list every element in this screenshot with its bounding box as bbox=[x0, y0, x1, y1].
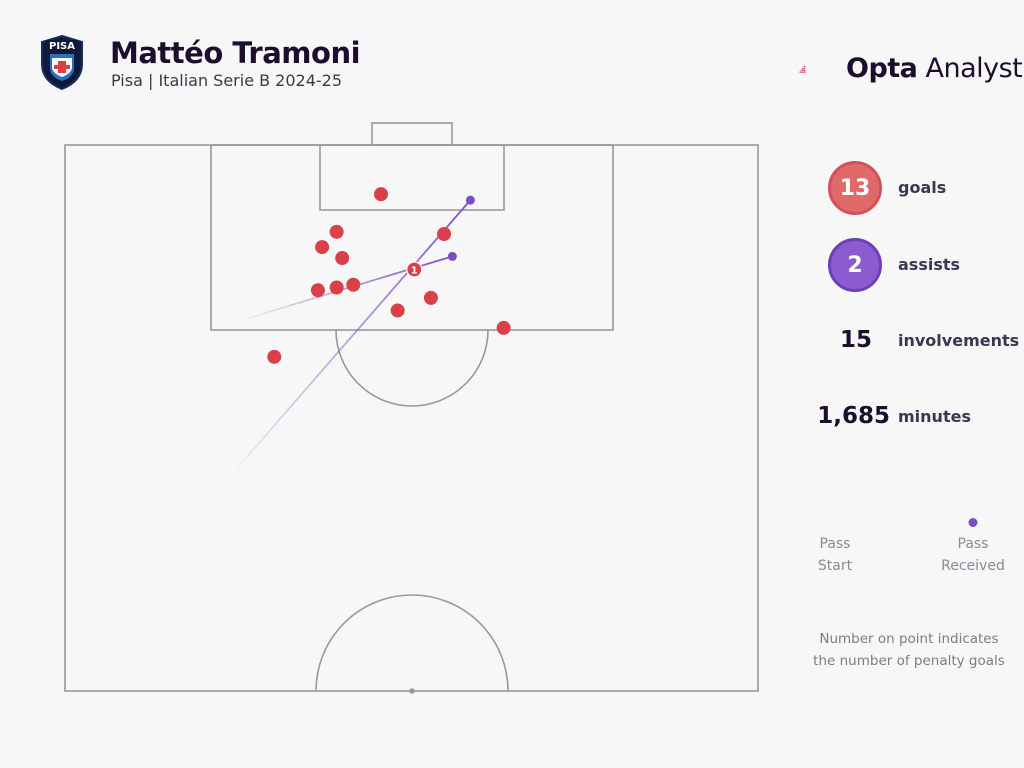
legend-end-line2: Received bbox=[941, 558, 1005, 574]
note-line2: the number of penalty goals bbox=[813, 653, 1005, 669]
assist-pass-line bbox=[236, 199, 472, 469]
assists-label: assists bbox=[898, 255, 961, 274]
legend-pass-received: Pass Received bbox=[933, 533, 1013, 577]
legend-start-line1: Pass bbox=[819, 536, 851, 552]
goal-point bbox=[496, 320, 511, 335]
crest-text: PISA bbox=[49, 41, 75, 52]
goal-point bbox=[329, 280, 344, 295]
legend-pass-start: Pass Start bbox=[805, 533, 865, 577]
minutes-value: 1,685 bbox=[817, 403, 890, 429]
brand-name: Opta Analyst bbox=[846, 53, 1023, 84]
penalty-note: Number on point indicates the number of … bbox=[806, 628, 1012, 672]
assist-received-point bbox=[447, 251, 457, 261]
brand-primary: Opta bbox=[846, 53, 918, 84]
goal-point bbox=[335, 251, 350, 266]
goals-value-badge: 13 bbox=[828, 161, 882, 215]
goal-layer: 1 bbox=[267, 187, 511, 364]
goal-point bbox=[390, 303, 405, 318]
goal-point bbox=[406, 261, 423, 278]
legend-end-line1: Pass bbox=[957, 536, 989, 552]
center-spot bbox=[409, 688, 415, 694]
brand-secondary: Analyst bbox=[925, 53, 1023, 84]
page-title: Mattéo Tramoni bbox=[110, 36, 361, 70]
penalty-arc bbox=[335, 329, 489, 407]
pitch-outline bbox=[64, 144, 759, 692]
center-circle bbox=[315, 594, 509, 692]
goal-point bbox=[346, 277, 361, 292]
opta-analyst-logo-icon bbox=[798, 65, 806, 75]
minutes-label: minutes bbox=[898, 407, 971, 426]
legend-start-line2: Start bbox=[817, 558, 853, 574]
club-crest-icon: PISA bbox=[41, 34, 83, 90]
six-yard-box bbox=[319, 144, 505, 211]
note-line1: Number on point indicates bbox=[819, 631, 999, 647]
goal bbox=[371, 122, 453, 146]
pitch-chart: 1 bbox=[64, 122, 759, 694]
goal-point bbox=[423, 290, 438, 305]
goal-point bbox=[329, 224, 344, 239]
assist-received-point bbox=[465, 195, 475, 205]
involvements-label: involvements bbox=[898, 331, 1020, 350]
assists-value-badge: 2 bbox=[828, 238, 882, 292]
penalty-box bbox=[210, 144, 614, 331]
goals-label: goals bbox=[898, 178, 947, 197]
goal-point bbox=[374, 187, 389, 202]
goal-point bbox=[267, 349, 282, 364]
goal-point bbox=[437, 226, 452, 241]
goal-point bbox=[315, 240, 330, 255]
involvements-value: 15 bbox=[839, 327, 872, 353]
pass-legend-line bbox=[834, 518, 978, 527]
penalty-goal-count-label: 1 bbox=[411, 265, 418, 276]
goal-point bbox=[310, 283, 325, 298]
pitch-markings bbox=[64, 122, 759, 694]
page-subtitle: Pisa | Italian Serie B 2024-25 bbox=[111, 71, 343, 90]
